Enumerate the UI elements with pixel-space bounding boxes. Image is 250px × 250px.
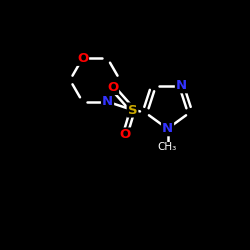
Text: O: O [120, 128, 130, 141]
Text: CH₃: CH₃ [158, 142, 177, 152]
Text: S: S [128, 104, 137, 117]
Text: N: N [162, 122, 173, 135]
Text: O: O [107, 81, 118, 94]
Text: O: O [77, 52, 88, 65]
Text: N: N [102, 95, 113, 108]
Text: N: N [176, 79, 187, 92]
